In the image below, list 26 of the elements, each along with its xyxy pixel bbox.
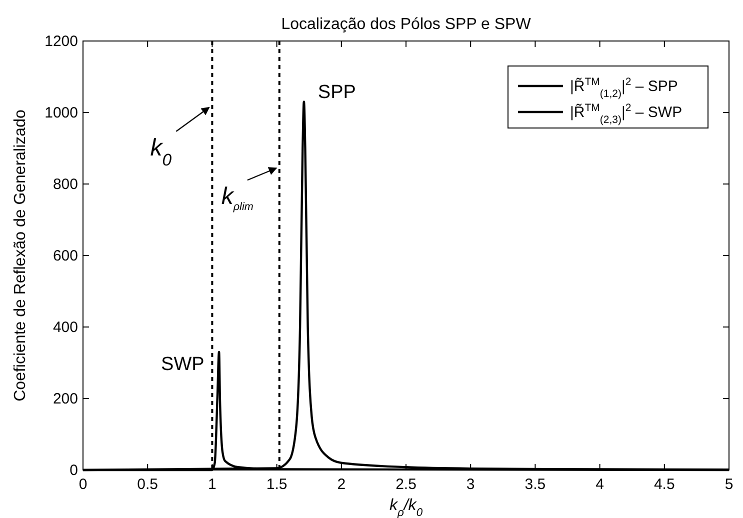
y-tick-label: 400 — [52, 319, 78, 336]
x-tick-label: 1 — [208, 476, 216, 493]
x-tick-label: 2 — [337, 476, 346, 493]
y-tick-label: 200 — [52, 390, 78, 408]
x-tick-label: 3 — [466, 476, 475, 493]
y-tick-label: 800 — [52, 176, 78, 193]
annotation: k$_{0}$ — [150, 134, 172, 169]
x-tick-label: 4.5 — [654, 476, 675, 493]
x-tick-label: 5 — [724, 476, 734, 493]
x-tick-label: 1.5 — [266, 476, 288, 493]
y-tick-label: 0 — [70, 462, 78, 479]
legend-label: |R̃$^{TM}$$_{(2,3)}$|$^{2}$ – SWP — [570, 102, 682, 126]
x-tick-label: 3.5 — [524, 476, 546, 493]
y-axis-title: Coeficiente de Reflexão de Generalizado — [12, 110, 29, 402]
annotation: k$_{ρlim}$ — [221, 183, 254, 214]
x-tick-label: 2.5 — [396, 476, 416, 493]
annotation: SWP — [161, 354, 204, 376]
y-tick-label: 1000 — [44, 104, 78, 122]
y-tick-label: 600 — [52, 248, 78, 264]
legend-label: |R̃$^{TM}$$_{(1,2)}$|$^{2}$ – SPP — [570, 76, 678, 100]
x-axis-title: k$_{ρ}$/k$_{0}$ — [389, 497, 424, 518]
x-tick-label: 0.5 — [137, 476, 158, 493]
annotation: SPP — [318, 82, 356, 103]
chart-title: Localização dos Pólos SPP e SPW — [281, 16, 532, 33]
x-tick-label: 4 — [596, 476, 604, 493]
y-tick-label: 1200 — [44, 33, 78, 50]
